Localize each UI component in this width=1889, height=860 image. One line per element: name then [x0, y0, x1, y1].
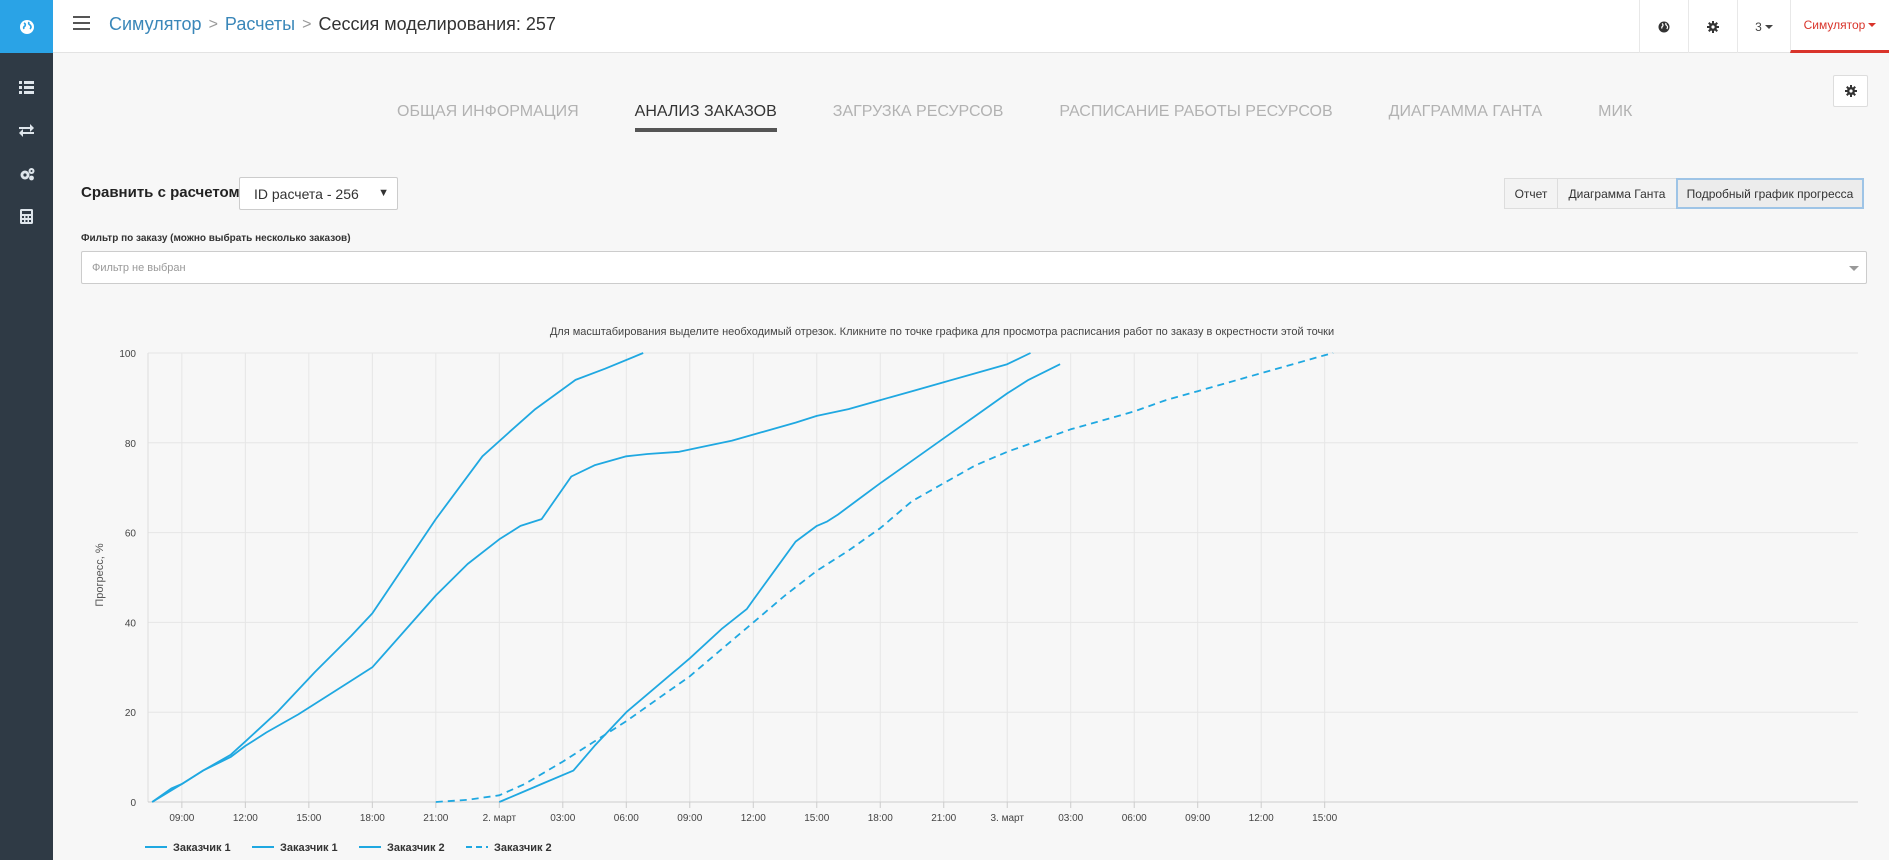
- breadcrumb: Симулятор > Расчеты > Сессия моделирован…: [109, 14, 556, 35]
- order-filter-input[interactable]: Фильтр не выбран: [81, 251, 1867, 284]
- tab-gantt-chart[interactable]: ДИАГРАММА ГАНТА: [1388, 103, 1543, 120]
- series-line-2[interactable]: [151, 352, 1031, 803]
- x-tick-label: 15:00: [1312, 813, 1337, 824]
- x-tick-label: 21:00: [931, 813, 956, 824]
- tab-resource-load[interactable]: ЗАГРУЗКА РЕСУРСОВ: [832, 103, 1004, 120]
- x-tick-label: 3. март: [990, 813, 1024, 824]
- breadcrumb-separator-icon: >: [302, 15, 312, 33]
- legend-item[interactable]: Заказчик 1: [280, 842, 338, 854]
- y-tick-label: 20: [125, 708, 137, 719]
- y-tick-label: 60: [125, 529, 137, 540]
- chevron-down-icon: [1764, 24, 1773, 29]
- tab-bar: ОБЩАЯ ИНФОРМАЦИЯ АНАЛИЗ ЗАКАЗОВ ЗАГРУЗКА…: [397, 103, 1688, 132]
- x-tick-label: 12:00: [1249, 813, 1274, 824]
- y-tick-label: 40: [125, 618, 137, 629]
- tab-resource-schedule[interactable]: РАСПИСАНИЕ РАБОТЫ РЕСУРСОВ: [1059, 103, 1333, 120]
- globe-icon[interactable]: [1639, 0, 1688, 53]
- dropdown-arrow-icon: ▼: [378, 187, 389, 199]
- tab-order-analysis[interactable]: АНАЛИЗ ЗАКАЗОВ: [634, 103, 777, 132]
- y-tick-label: 0: [130, 798, 136, 809]
- x-tick-label: 21:00: [423, 813, 448, 824]
- number-dropdown[interactable]: 3: [1737, 0, 1790, 53]
- chart-y-axis-label: Прогресс, %: [94, 543, 106, 607]
- series-line-4[interactable]: [435, 352, 1334, 803]
- x-tick-label: 03:00: [1058, 813, 1083, 824]
- view-button-group: Отчет Диаграмма Ганта Подробный график п…: [1504, 178, 1864, 209]
- chart-legend: Заказчик 1 Заказчик 1 Заказчик 2 Заказчик 2: [145, 842, 552, 854]
- x-tick-label: 03:00: [550, 813, 575, 824]
- globe-logo-icon[interactable]: [0, 0, 53, 53]
- legend-item[interactable]: Заказчик 2: [494, 842, 552, 854]
- gears-icon[interactable]: [0, 152, 53, 195]
- y-tick-label: 80: [125, 439, 137, 450]
- y-tick-label: 100: [119, 349, 136, 360]
- settings-button[interactable]: [1833, 75, 1868, 107]
- chart-grid: 0 20 40 60 80 100 09:00 12:00 15:00 18:00 21:00 2. …: [119, 349, 1858, 824]
- sidebar: [0, 0, 53, 860]
- compare-select[interactable]: ID расчета - 256 ▼: [239, 177, 398, 210]
- x-tick-label: 18:00: [360, 813, 385, 824]
- x-tick-label: 06:00: [614, 813, 639, 824]
- filter-label: Фильтр по заказу (можно выбрать нескольк…: [81, 233, 351, 244]
- chart-series-group: [151, 352, 1334, 803]
- tab-mik[interactable]: МИК: [1598, 103, 1633, 120]
- x-tick-label: 06:00: [1122, 813, 1147, 824]
- x-tick-label: 18:00: [868, 813, 893, 824]
- number-dropdown-label: 3: [1755, 19, 1762, 34]
- progress-chart[interactable]: Для масштабирования выделите необходимый…: [53, 315, 1889, 860]
- x-tick-label: 2. март: [483, 813, 517, 824]
- series-line-1[interactable]: [151, 352, 644, 803]
- progress-chart-button[interactable]: Подробный график прогресса: [1676, 178, 1864, 209]
- breadcrumb-calculations[interactable]: Расчеты: [224, 14, 296, 34]
- user-menu[interactable]: Симулятор: [1790, 0, 1889, 53]
- legend-item[interactable]: Заказчик 1: [173, 842, 231, 854]
- gantt-button[interactable]: Диаграмма Ганта: [1557, 178, 1677, 209]
- x-tick-label: 09:00: [677, 813, 702, 824]
- compare-label: Сравнить с расчетом:: [81, 184, 245, 201]
- top-bar: Симулятор > Расчеты > Сессия моделирован…: [53, 0, 1889, 53]
- filter-placeholder: Фильтр не выбран: [92, 262, 186, 274]
- chart-title: Для масштабирования выделите необходимый…: [550, 326, 1334, 338]
- x-tick-label: 09:00: [1185, 813, 1210, 824]
- hamburger-menu-icon[interactable]: [73, 16, 90, 36]
- page-title: Сессия моделирования: 257: [318, 14, 556, 34]
- gear-icon[interactable]: [1688, 0, 1737, 53]
- tab-general-info[interactable]: ОБЩАЯ ИНФОРМАЦИЯ: [397, 103, 579, 120]
- chevron-down-icon: [1868, 23, 1877, 27]
- x-tick-label: 09:00: [169, 813, 194, 824]
- x-tick-label: 12:00: [741, 813, 766, 824]
- compare-select-value: ID расчета - 256: [254, 186, 359, 202]
- gear-icon: [1844, 85, 1857, 97]
- exchange-arrows-icon[interactable]: [0, 109, 53, 152]
- x-tick-label: 15:00: [804, 813, 829, 824]
- breadcrumb-separator-icon: >: [208, 15, 218, 33]
- report-button[interactable]: Отчет: [1504, 178, 1558, 209]
- calculator-icon[interactable]: [0, 195, 53, 238]
- breadcrumb-simulator[interactable]: Симулятор: [109, 14, 202, 34]
- list-icon[interactable]: [0, 66, 53, 109]
- series-line-3[interactable]: [498, 363, 1061, 803]
- x-tick-label: 12:00: [233, 813, 258, 824]
- x-tick-label: 15:00: [296, 813, 321, 824]
- user-menu-label: Симулятор: [1803, 18, 1866, 32]
- legend-item[interactable]: Заказчик 2: [387, 842, 445, 854]
- chevron-down-icon: [1849, 266, 1859, 271]
